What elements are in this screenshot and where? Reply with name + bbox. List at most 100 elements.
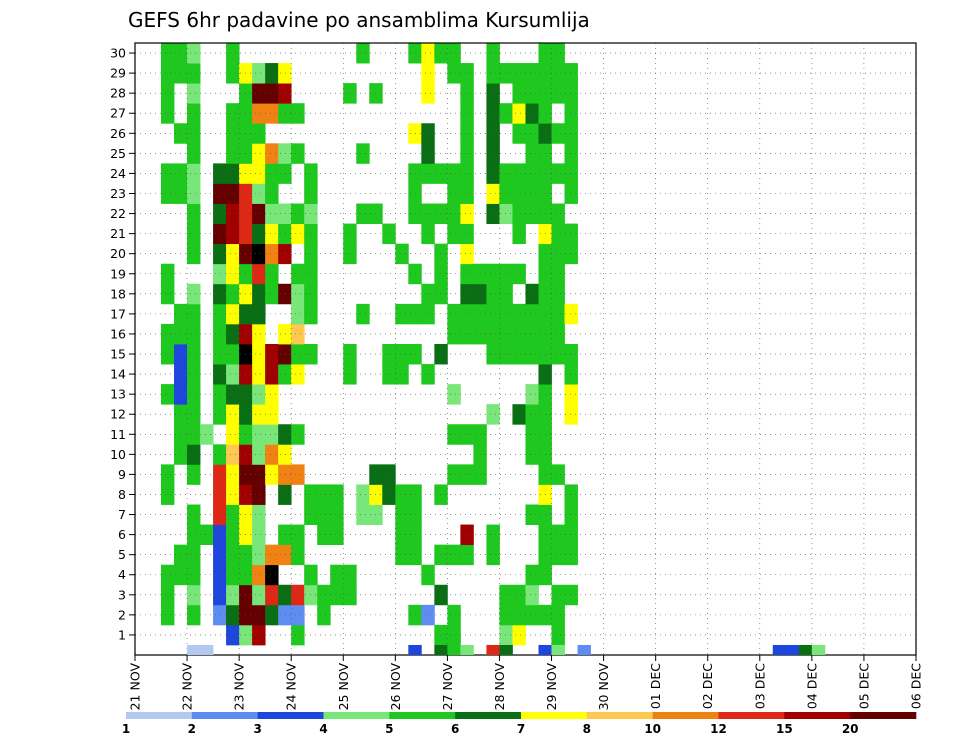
heatmap-cell xyxy=(330,564,344,586)
colorbar-label: 8 xyxy=(583,722,591,736)
heatmap-cell xyxy=(278,283,292,305)
heatmap-cell xyxy=(213,283,227,305)
heatmap-cell xyxy=(460,524,474,546)
heatmap-cell xyxy=(252,544,266,566)
heatmap-cell xyxy=(265,163,279,184)
heatmap-cell xyxy=(226,544,240,566)
heatmap-cell xyxy=(447,604,461,626)
heatmap-cell xyxy=(434,283,448,305)
heatmap-cell xyxy=(486,143,500,164)
heatmap-cell xyxy=(226,464,240,485)
heatmap-cell xyxy=(187,343,201,365)
heatmap-cell xyxy=(291,143,305,164)
heatmap-cell xyxy=(226,303,240,325)
heatmap-cell xyxy=(460,123,474,144)
heatmap-cell xyxy=(161,263,175,285)
heatmap-cell xyxy=(499,283,513,305)
heatmap-cell xyxy=(512,63,526,84)
heatmap-cell xyxy=(278,524,292,546)
heatmap-cell xyxy=(525,323,539,345)
heatmap-cell xyxy=(434,484,448,505)
heatmap-cell xyxy=(226,504,240,525)
heatmap-cell xyxy=(187,183,201,204)
heatmap-cell xyxy=(213,343,227,365)
x-tick-label: 27 NOV xyxy=(440,663,455,711)
bottom-cell xyxy=(447,644,461,655)
heatmap-cell xyxy=(265,404,279,425)
heatmap-cell xyxy=(187,364,201,385)
heatmap-cell xyxy=(252,524,266,546)
heatmap-cell xyxy=(213,564,227,586)
heatmap-cell xyxy=(551,303,565,325)
heatmap-cell xyxy=(486,303,500,325)
heatmap-cell xyxy=(356,143,370,164)
heatmap-cell xyxy=(564,163,578,184)
heatmap-cell xyxy=(291,103,305,124)
heatmap-cell xyxy=(226,604,240,626)
heatmap-cell xyxy=(265,584,279,606)
heatmap-cell xyxy=(317,504,331,525)
heatmap-cell xyxy=(486,103,500,124)
heatmap-cell xyxy=(343,83,357,104)
heatmap-cell xyxy=(317,484,331,505)
heatmap-cell xyxy=(512,624,526,646)
heatmap-cell xyxy=(317,604,331,626)
y-tick-label: 30 xyxy=(110,46,126,61)
heatmap-cell xyxy=(252,364,266,385)
heatmap-cell xyxy=(187,63,201,84)
heatmap-cell xyxy=(395,524,409,546)
heatmap-cell xyxy=(382,223,396,245)
bottom-cell xyxy=(551,644,565,655)
heatmap-cell xyxy=(525,103,539,124)
heatmap-cell xyxy=(265,183,279,204)
heatmap-cell xyxy=(161,83,175,104)
colorbar-swatch xyxy=(521,712,588,719)
heatmap-cell xyxy=(460,183,474,204)
heatmap-cell xyxy=(551,163,565,184)
colorbar-swatch xyxy=(191,712,258,719)
heatmap-cell xyxy=(252,424,266,445)
heatmap-cell xyxy=(525,404,539,425)
heatmap-cell xyxy=(421,223,435,245)
heatmap-cell xyxy=(460,424,474,445)
heatmap-cell xyxy=(525,584,539,606)
heatmap-cell xyxy=(460,303,474,325)
heatmap-cell xyxy=(512,343,526,365)
heatmap-cell xyxy=(512,83,526,104)
heatmap-cell xyxy=(395,484,409,505)
heatmap-cell xyxy=(278,424,292,445)
heatmap-cell xyxy=(187,223,201,245)
heatmap-cell xyxy=(434,584,448,606)
heatmap-cell xyxy=(330,504,344,525)
heatmap-cell xyxy=(551,524,565,546)
heatmap-cell xyxy=(265,203,279,224)
heatmap-cell xyxy=(447,424,461,445)
heatmap-cell xyxy=(434,544,448,566)
heatmap-cell xyxy=(278,323,292,345)
heatmap-cell xyxy=(252,283,266,305)
heatmap-cell xyxy=(291,283,305,305)
heatmap-cell xyxy=(499,343,513,365)
heatmap-cell xyxy=(525,83,539,104)
heatmap-cell xyxy=(291,323,305,345)
heatmap-cell xyxy=(226,404,240,425)
heatmap-cell xyxy=(499,584,513,606)
heatmap-cell xyxy=(200,524,214,546)
heatmap-cell xyxy=(265,384,279,405)
heatmap-cell xyxy=(213,524,227,546)
y-tick-label: 22 xyxy=(110,206,126,221)
heatmap-cell xyxy=(395,504,409,525)
heatmap-cell xyxy=(291,604,305,626)
heatmap-cell xyxy=(486,323,500,345)
heatmap-cell xyxy=(278,464,292,485)
heatmap-cell xyxy=(525,283,539,305)
heatmap-cell xyxy=(382,343,396,365)
heatmap-cell xyxy=(460,464,474,485)
heatmap-cell xyxy=(525,343,539,365)
heatmap-cell xyxy=(213,604,227,626)
heatmap-cell xyxy=(564,303,578,325)
colorbar-swatch xyxy=(323,712,390,719)
heatmap-cell xyxy=(278,203,292,224)
heatmap-cell xyxy=(343,243,357,265)
heatmap-cell xyxy=(460,63,474,84)
